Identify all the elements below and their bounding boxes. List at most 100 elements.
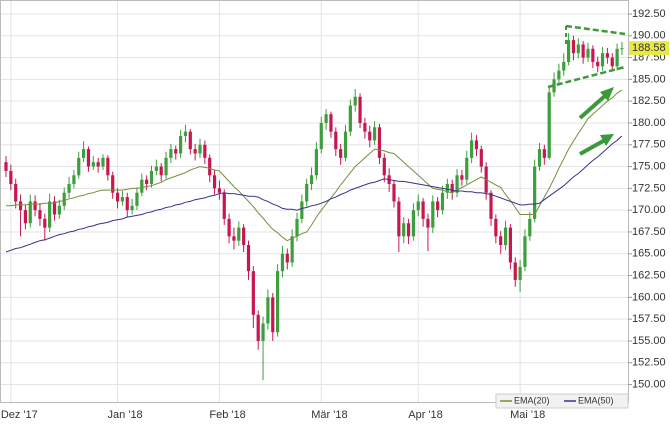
candle-body [169, 149, 173, 158]
candle-body [237, 227, 241, 241]
arrow [578, 93, 608, 120]
candle-body [203, 144, 207, 158]
candle-body [406, 223, 411, 237]
arrow [579, 138, 606, 156]
candle-body [523, 236, 527, 267]
trend-line [565, 24, 626, 36]
y-tick-label: 150.00 [632, 378, 666, 390]
x-tick-label: Mai '18 [510, 409, 545, 421]
candle-body [363, 122, 367, 132]
candle-body [334, 131, 338, 150]
candle-body [605, 53, 609, 58]
candle-body [72, 175, 76, 184]
candle-body [537, 149, 542, 167]
x-tick-label: Feb '18 [209, 409, 245, 421]
candle-body [421, 201, 425, 219]
candle-body [48, 201, 52, 228]
candle-body [38, 210, 42, 219]
candle-body [43, 218, 47, 228]
ema-line [6, 89, 623, 242]
candle-body [271, 297, 275, 333]
ema-line [5, 135, 623, 253]
last-value-label: 188.58 [632, 42, 666, 54]
candle-body [14, 183, 18, 202]
candle-body [208, 157, 212, 176]
candle-body [533, 166, 537, 219]
candle-body [479, 149, 483, 167]
candle-body [542, 149, 546, 158]
candle-body [77, 157, 81, 176]
candle-body [513, 262, 517, 280]
x-tick-label: Apr '18 [408, 409, 443, 421]
candle-body [188, 131, 192, 150]
candle-body [600, 53, 605, 67]
candle-body [101, 157, 105, 167]
y-tick-label: 192.50 [632, 8, 666, 20]
candle-body [450, 183, 454, 193]
candle-body [552, 79, 556, 93]
y-tick-label: 162.50 [632, 269, 666, 281]
candle-body [402, 223, 406, 237]
candle-body [130, 205, 134, 211]
candle-body [503, 227, 508, 246]
candle-body [164, 157, 168, 176]
candle-body [222, 192, 226, 219]
candle-body [571, 40, 576, 54]
candle-body [547, 92, 551, 158]
candle-body [392, 183, 396, 202]
candle-body [217, 188, 221, 193]
x-tick-label: Jan '18 [108, 409, 143, 421]
candle-body [436, 201, 440, 211]
candle-body [227, 218, 231, 237]
candle-body [460, 175, 464, 180]
candle-body [358, 96, 362, 123]
candle-body [528, 218, 532, 237]
candle-body [373, 127, 377, 141]
candle-body [145, 179, 149, 184]
candle-body [86, 149, 91, 167]
candle-body [82, 149, 86, 158]
candle-body [445, 183, 449, 193]
candle-body [489, 192, 493, 219]
candle-body [474, 140, 479, 150]
candle-body [353, 96, 357, 106]
candle-body [615, 48, 619, 67]
candle-body [62, 192, 66, 206]
legend: EMA(20) EMA(50) [495, 393, 629, 409]
candle-body [377, 127, 382, 158]
candle-body [339, 149, 343, 158]
candle-body [586, 48, 590, 58]
legend-box [495, 393, 629, 409]
candle-body [305, 183, 309, 202]
y-tick-label: 177.50 [632, 139, 666, 151]
y-tick-label: 170.00 [632, 204, 666, 216]
candle-body [397, 201, 401, 237]
candle-body [470, 140, 474, 158]
arrow-head [600, 134, 614, 146]
candle-body [246, 245, 251, 272]
candle-body [518, 266, 522, 280]
legend-label: EMA(50) [578, 395, 614, 405]
y-tick-label: 190.00 [632, 30, 666, 42]
candle-body [52, 201, 57, 215]
candle-body [620, 48, 624, 50]
y-tick-label: 152.50 [632, 357, 666, 369]
candle-body [314, 149, 318, 176]
candle-body [348, 105, 352, 132]
candle-body [9, 170, 13, 184]
x-tick-label: Dez '17 [1, 409, 38, 421]
annotations [547, 24, 626, 156]
candle-body [576, 44, 580, 54]
arrow-head [600, 87, 614, 101]
candle-body [135, 192, 139, 206]
x-tick-label: Mär '18 [311, 409, 347, 421]
candle-body [57, 205, 61, 215]
candle-body [261, 323, 265, 341]
last-value-box [629, 41, 669, 56]
candle-body [411, 210, 415, 237]
candle-body [174, 149, 178, 154]
candle-body [179, 136, 183, 154]
candle-body [266, 297, 270, 324]
y-tick-label: 165.00 [632, 248, 666, 260]
y-tick-label: 182.50 [632, 95, 666, 107]
